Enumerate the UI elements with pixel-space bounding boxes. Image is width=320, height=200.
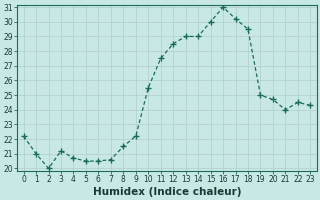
X-axis label: Humidex (Indice chaleur): Humidex (Indice chaleur): [93, 187, 241, 197]
